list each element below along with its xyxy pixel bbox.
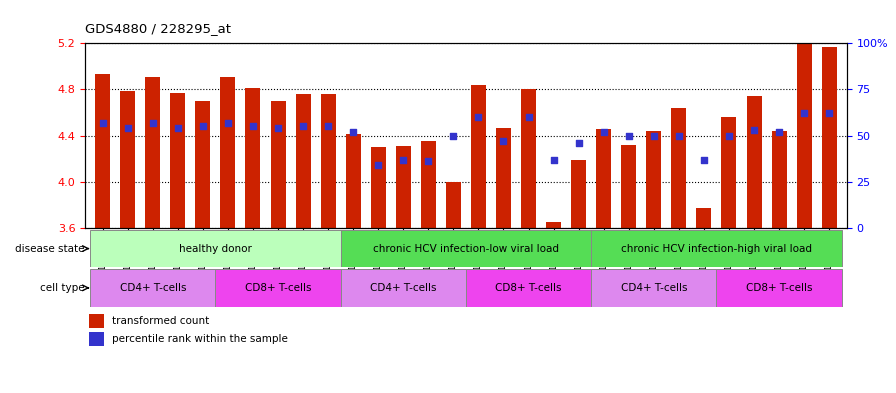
Bar bbox=[646, 131, 661, 228]
Text: chronic HCV infection-high viral load: chronic HCV infection-high viral load bbox=[621, 244, 812, 253]
Bar bbox=[521, 90, 536, 228]
Bar bbox=[546, 222, 561, 228]
Text: chronic HCV infection-low viral load: chronic HCV infection-low viral load bbox=[373, 244, 559, 253]
Bar bbox=[822, 47, 837, 228]
Bar bbox=[421, 141, 435, 228]
Point bbox=[396, 156, 410, 163]
Bar bbox=[89, 314, 104, 328]
Bar bbox=[195, 101, 211, 228]
Bar bbox=[797, 43, 812, 228]
Bar bbox=[621, 145, 636, 228]
Point bbox=[471, 114, 486, 120]
Bar bbox=[717, 269, 841, 307]
Point bbox=[597, 129, 611, 135]
Point bbox=[622, 132, 636, 139]
Text: CD4+ T-cells: CD4+ T-cells bbox=[119, 283, 186, 293]
Point bbox=[496, 138, 511, 144]
Bar bbox=[596, 129, 611, 228]
Point bbox=[547, 156, 561, 163]
Point bbox=[772, 129, 787, 135]
Text: CD8+ T-cells: CD8+ T-cells bbox=[245, 283, 311, 293]
Point bbox=[246, 123, 260, 129]
Text: cell type: cell type bbox=[40, 283, 84, 293]
Point bbox=[697, 156, 711, 163]
Bar bbox=[90, 230, 340, 267]
Bar bbox=[396, 146, 410, 228]
Point bbox=[145, 119, 159, 126]
Text: CD8+ T-cells: CD8+ T-cells bbox=[495, 283, 562, 293]
Bar bbox=[471, 85, 486, 228]
Bar bbox=[215, 269, 340, 307]
Point bbox=[170, 125, 185, 131]
Point bbox=[195, 123, 210, 129]
Point bbox=[271, 125, 285, 131]
Bar bbox=[371, 147, 386, 228]
Point bbox=[747, 127, 762, 133]
Point bbox=[521, 114, 536, 120]
Bar bbox=[771, 131, 787, 228]
Bar bbox=[571, 160, 586, 228]
Text: GDS4880 / 228295_at: GDS4880 / 228295_at bbox=[85, 22, 231, 35]
Bar bbox=[721, 117, 737, 228]
Text: CD4+ T-cells: CD4+ T-cells bbox=[621, 283, 687, 293]
Point bbox=[121, 125, 135, 131]
Bar bbox=[466, 269, 591, 307]
Bar bbox=[296, 94, 311, 228]
Point bbox=[371, 162, 385, 168]
Bar bbox=[90, 269, 215, 307]
Text: CD8+ T-cells: CD8+ T-cells bbox=[745, 283, 813, 293]
Bar bbox=[696, 208, 711, 228]
Bar bbox=[120, 90, 135, 228]
Bar bbox=[746, 96, 762, 228]
Bar bbox=[220, 77, 236, 228]
Point bbox=[822, 110, 836, 117]
Bar bbox=[591, 269, 717, 307]
Bar bbox=[89, 332, 104, 346]
Bar bbox=[145, 77, 160, 228]
Bar bbox=[271, 101, 286, 228]
Text: percentile rank within the sample: percentile rank within the sample bbox=[112, 334, 288, 344]
Text: CD4+ T-cells: CD4+ T-cells bbox=[370, 283, 436, 293]
Bar bbox=[496, 127, 511, 228]
Bar bbox=[671, 108, 686, 228]
Text: disease state: disease state bbox=[15, 244, 84, 253]
Bar bbox=[95, 74, 110, 228]
Bar bbox=[340, 230, 591, 267]
Bar bbox=[170, 93, 185, 228]
Point bbox=[797, 110, 811, 117]
Point bbox=[572, 140, 586, 146]
Bar bbox=[591, 230, 841, 267]
Bar bbox=[321, 94, 336, 228]
Point bbox=[220, 119, 235, 126]
Point bbox=[346, 129, 360, 135]
Point bbox=[672, 132, 686, 139]
Bar bbox=[346, 134, 361, 228]
Point bbox=[296, 123, 310, 129]
Point bbox=[421, 158, 435, 165]
Point bbox=[446, 132, 461, 139]
Point bbox=[321, 123, 335, 129]
Text: healthy donor: healthy donor bbox=[179, 244, 252, 253]
Bar bbox=[446, 182, 461, 228]
Point bbox=[647, 132, 661, 139]
Point bbox=[96, 119, 110, 126]
Bar bbox=[340, 269, 466, 307]
Point bbox=[722, 132, 737, 139]
Text: transformed count: transformed count bbox=[112, 316, 209, 327]
Bar bbox=[246, 88, 261, 228]
